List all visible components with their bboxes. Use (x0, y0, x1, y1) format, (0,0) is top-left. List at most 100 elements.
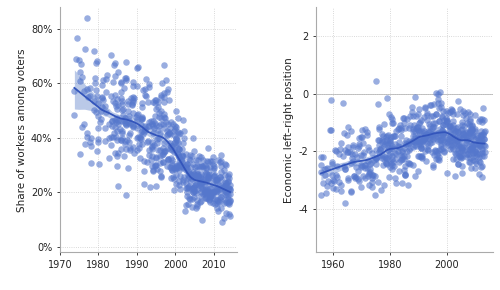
Point (221, 186, 229, 191)
Point (207, 190, 215, 194)
Point (174, 162, 182, 167)
Point (103, 72, 111, 77)
Point (387, 115, 395, 119)
Point (120, 117, 128, 122)
Point (202, 196, 210, 201)
Point (474, 136, 482, 140)
Point (148, 119, 156, 124)
Point (414, 112, 422, 116)
Point (341, 147, 349, 152)
Point (106, 135, 114, 139)
Point (121, 76, 129, 81)
Point (150, 119, 158, 124)
Point (154, 104, 162, 109)
Point (378, 138, 386, 142)
Point (420, 115, 428, 119)
Point (135, 146, 143, 150)
Point (368, 172, 376, 177)
Point (374, 127, 382, 131)
Point (336, 147, 344, 151)
Point (188, 185, 196, 190)
Point (408, 104, 416, 109)
Point (346, 129, 354, 133)
Point (162, 78, 170, 83)
Point (148, 140, 156, 145)
Point (162, 119, 170, 124)
Point (468, 123, 476, 127)
Point (472, 160, 480, 165)
Point (456, 144, 464, 149)
Point (444, 124, 452, 129)
Point (201, 172, 209, 176)
Point (466, 160, 474, 164)
Point (456, 155, 464, 160)
Point (144, 139, 152, 144)
Point (204, 188, 212, 193)
Point (432, 149, 440, 154)
Point (129, 97, 137, 102)
Point (386, 146, 394, 150)
Point (154, 147, 162, 152)
Point (460, 131, 468, 136)
Point (394, 143, 402, 148)
Point (367, 161, 375, 165)
Point (412, 125, 420, 129)
Point (446, 147, 454, 151)
Point (166, 126, 174, 130)
Point (424, 111, 432, 115)
Point (436, 147, 444, 152)
Point (446, 109, 454, 114)
Point (321, 166, 329, 171)
Point (197, 164, 205, 168)
Point (206, 200, 214, 204)
Point (144, 160, 152, 165)
Point (470, 141, 478, 146)
Point (452, 138, 460, 143)
Point (475, 141, 483, 146)
Point (448, 147, 456, 152)
Point (202, 191, 210, 195)
Point (224, 188, 232, 193)
Point (448, 109, 456, 113)
Point (203, 172, 211, 177)
Point (205, 197, 213, 202)
Point (160, 100, 168, 104)
Point (344, 145, 352, 150)
Point (480, 142, 488, 147)
Point (168, 158, 176, 163)
Point (222, 183, 230, 187)
Point (411, 143, 419, 147)
Point (124, 121, 132, 125)
Point (360, 150, 368, 155)
Point (212, 186, 220, 190)
Point (175, 164, 183, 169)
Point (420, 135, 428, 140)
Point (138, 128, 145, 133)
Point (156, 169, 164, 173)
Point (210, 173, 218, 178)
Point (478, 138, 486, 143)
Point (443, 140, 451, 145)
Point (224, 200, 232, 204)
Point (376, 146, 384, 151)
Point (190, 172, 198, 177)
Point (198, 171, 205, 176)
Point (425, 122, 433, 127)
Point (448, 144, 456, 149)
Point (420, 133, 428, 137)
Point (205, 175, 213, 180)
Point (174, 145, 182, 150)
Point (420, 137, 428, 142)
Point (338, 188, 345, 193)
Point (182, 180, 190, 185)
Point (124, 98, 132, 103)
Point (460, 143, 468, 148)
Point (99, 78, 107, 82)
Point (439, 133, 447, 138)
Point (465, 152, 473, 156)
Y-axis label: Share of workers among voters: Share of workers among voters (16, 48, 26, 211)
Point (426, 141, 434, 146)
Point (159, 121, 167, 126)
Point (323, 184, 331, 189)
Point (117, 95, 125, 100)
